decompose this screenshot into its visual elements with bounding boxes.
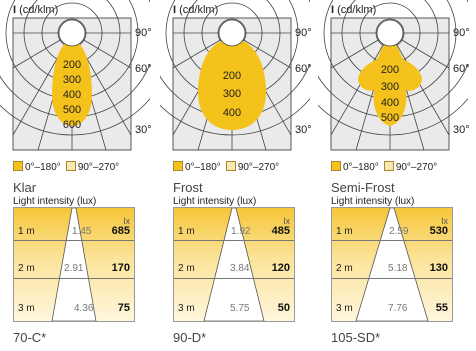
distance-label: 1 m bbox=[336, 226, 353, 237]
light-cone bbox=[203, 208, 265, 321]
beam-diameter: 4.36 bbox=[74, 303, 94, 314]
beam-diameter: 1.45 bbox=[72, 226, 92, 237]
variant-name: Klar bbox=[13, 180, 37, 195]
distance-label: 2 m bbox=[18, 263, 35, 274]
ring-label: 400 bbox=[63, 89, 81, 101]
ring-label: 300 bbox=[381, 81, 399, 93]
polar-unit-label: I (cd/klm) bbox=[13, 4, 59, 16]
angle-label-60: 60° bbox=[295, 63, 312, 75]
angle-label-30: 30° bbox=[295, 124, 312, 136]
row-divider bbox=[174, 278, 294, 279]
product-code: 90-D* bbox=[173, 330, 207, 345]
intensity-box: lx 1 m 1.45 685 2 m 2.91 170 3 m 4.36 75 bbox=[13, 207, 135, 322]
lux-value: 50 bbox=[277, 302, 290, 314]
ring-label: 400 bbox=[223, 107, 241, 119]
polar-legend: 0°–180° 90°–270° bbox=[173, 161, 279, 173]
row-divider bbox=[14, 240, 134, 241]
lux-value: 130 bbox=[429, 262, 448, 274]
product-code: 70-C* bbox=[13, 330, 47, 345]
lux-value: 55 bbox=[435, 302, 448, 314]
row-divider bbox=[332, 278, 452, 279]
legend-swatch-90-270 bbox=[225, 161, 236, 171]
beam-diameter: 5.75 bbox=[230, 303, 250, 314]
intensity-box: lx 1 m 1.92 485 2 m 3.84 120 3 m 5.75 50 bbox=[173, 207, 295, 322]
ring-label: 500 bbox=[381, 112, 399, 124]
distribution-curve bbox=[358, 40, 422, 126]
legend-swatch-0-180 bbox=[331, 161, 341, 171]
intensity-box: lx 1 m 2.59 530 2 m 5.18 130 3 m 7.76 55 bbox=[331, 207, 453, 322]
distance-label: 2 m bbox=[178, 263, 195, 274]
polar-legend: 0°–180° 90°–270° bbox=[331, 161, 437, 173]
angle-label-90: 90° bbox=[135, 27, 152, 39]
distance-label: 3 m bbox=[178, 303, 195, 314]
row-divider bbox=[332, 240, 452, 241]
angle-label-30: 30° bbox=[453, 124, 470, 136]
row-divider bbox=[14, 278, 134, 279]
polar-legend: 0°–180° 90°–270° bbox=[13, 161, 119, 173]
lux-value: 170 bbox=[111, 262, 130, 274]
row-divider bbox=[174, 240, 294, 241]
intensity-title: Light intensity (lux) bbox=[13, 196, 97, 207]
ring-label: 200 bbox=[63, 59, 81, 71]
ring-label: 200 bbox=[381, 64, 399, 76]
lux-value: 685 bbox=[111, 225, 130, 237]
beam-diameter: 2.91 bbox=[64, 263, 84, 274]
lux-unit: lx bbox=[441, 216, 449, 226]
variant-column-frost: I (cd/klm) 200 300 400 90° 60° 30° 0°–18… bbox=[160, 0, 312, 351]
ring-label: 600 bbox=[63, 119, 81, 131]
distribution-curve bbox=[52, 40, 92, 126]
lux-value: 75 bbox=[117, 302, 130, 314]
polar-diagram: 200 300 400 500 bbox=[318, 0, 468, 151]
beam-diameter: 3.84 bbox=[230, 263, 250, 274]
distance-label: 3 m bbox=[336, 303, 353, 314]
lux-value: 120 bbox=[271, 262, 290, 274]
angle-label-60: 60° bbox=[453, 63, 470, 75]
legend-swatch-90-270 bbox=[383, 161, 394, 171]
beam-diameter: 7.76 bbox=[388, 303, 408, 314]
ring-label: 500 bbox=[63, 104, 81, 116]
legend-swatch-90-270 bbox=[65, 161, 76, 171]
ring-label: 300 bbox=[223, 88, 241, 100]
distribution-curve bbox=[198, 38, 266, 130]
polar-diagram: 200 300 400 500 600 bbox=[0, 0, 150, 151]
lux-value: 530 bbox=[429, 225, 448, 237]
ring-label: 300 bbox=[63, 74, 81, 86]
lux-unit: lx bbox=[123, 216, 131, 226]
distance-label: 3 m bbox=[18, 303, 35, 314]
lux-unit: lx bbox=[283, 216, 291, 226]
light-cone bbox=[51, 208, 97, 321]
variant-name: Frost bbox=[173, 180, 203, 195]
distance-label: 2 m bbox=[336, 263, 353, 274]
legend-swatch-0-180 bbox=[173, 161, 183, 171]
distance-label: 1 m bbox=[178, 226, 195, 237]
beam-diameter: 5.18 bbox=[388, 263, 408, 274]
angle-label-30: 30° bbox=[135, 124, 152, 136]
angle-label-90: 90° bbox=[295, 27, 312, 39]
polar-unit-label: I (cd/klm) bbox=[173, 4, 219, 16]
ring-label: 400 bbox=[381, 97, 399, 109]
variant-name: Semi-Frost bbox=[331, 180, 395, 195]
polar-unit-label: I (cd/klm) bbox=[331, 4, 377, 16]
variant-column-klar: I (cd/klm) 200 300 400 500 600 90° 60° 3… bbox=[0, 0, 152, 351]
intensity-title: Light intensity (lux) bbox=[173, 196, 257, 207]
polar-diagram: 200 300 400 bbox=[160, 0, 310, 151]
variant-column-semi-frost: I (cd/klm) 200 300 400 500 90° 60° 30° 0… bbox=[318, 0, 470, 351]
intensity-title: Light intensity (lux) bbox=[331, 196, 415, 207]
lux-value: 485 bbox=[271, 225, 290, 237]
beam-diameter: 1.92 bbox=[231, 226, 251, 237]
distance-label: 1 m bbox=[18, 226, 35, 237]
product-code: 105-SD* bbox=[331, 330, 381, 345]
legend-swatch-0-180 bbox=[13, 161, 23, 171]
angle-label-90: 90° bbox=[453, 27, 470, 39]
beam-diameter: 2.59 bbox=[389, 226, 409, 237]
angle-label-60: 60° bbox=[135, 63, 152, 75]
ring-label: 200 bbox=[223, 70, 241, 82]
light-cone bbox=[355, 208, 429, 321]
